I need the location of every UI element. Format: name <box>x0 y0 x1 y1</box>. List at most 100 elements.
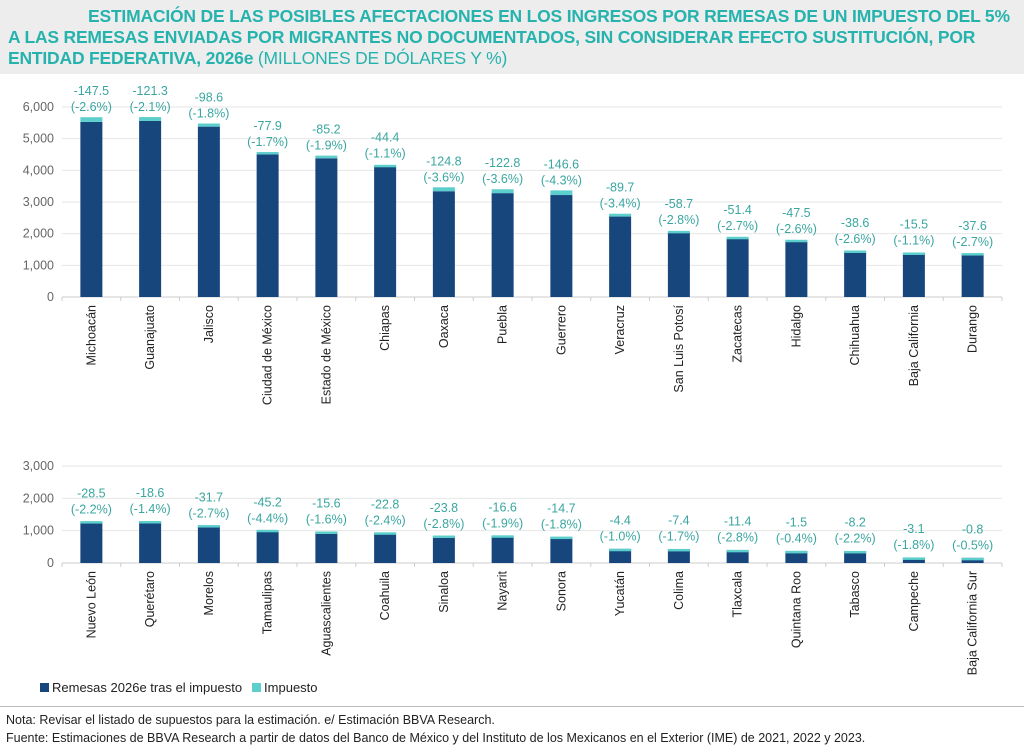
legend-label-remesas: Remesas 2026e tras el impuesto <box>52 680 243 695</box>
bar-remesas <box>550 537 573 563</box>
bar-impuesto <box>550 536 573 540</box>
data-label-percent: (-2.8%) <box>658 213 699 227</box>
x-category-label: Chihuahua <box>848 305 862 366</box>
data-label-percent: (-0.4%) <box>776 531 817 545</box>
x-category-label: Durango <box>966 305 980 353</box>
x-category-label: Tabasco <box>848 571 862 618</box>
bar-impuesto <box>139 521 162 524</box>
bar-remesas <box>961 254 984 297</box>
data-label-value: -15.6 <box>312 496 341 510</box>
y-tick-label: 1,000 <box>23 258 54 272</box>
x-category-label: Zacatecas <box>731 305 745 363</box>
bar-impuesto <box>667 230 690 234</box>
legend-item-remesas: Remesas 2026e tras el impuesto <box>40 680 242 695</box>
data-label-percent: (-2.7%) <box>717 219 758 233</box>
data-label-percent: (-1.8%) <box>541 518 582 532</box>
data-label-percent: (-1.8%) <box>893 538 934 552</box>
data-label-percent: (-2.2%) <box>71 503 112 517</box>
data-label-value: -28.5 <box>77 487 106 501</box>
bar-remesas <box>844 251 867 297</box>
bar-remesas <box>80 121 103 297</box>
bar-impuesto <box>315 531 338 534</box>
x-category-label: Campeche <box>907 571 921 631</box>
legend-swatch-remesas <box>40 683 49 692</box>
x-category-label: Sonora <box>554 571 568 611</box>
bar-remesas <box>197 126 220 297</box>
data-label-percent: (-1.1%) <box>893 233 934 247</box>
bar-remesas <box>785 550 808 563</box>
x-category-label: Ciudad de México <box>261 305 275 405</box>
bar-impuesto <box>432 535 455 539</box>
bar-impuesto <box>139 117 162 121</box>
notes: Nota: Revisar el listado de supuestos pa… <box>6 711 865 747</box>
x-category-label: Hidalgo <box>789 305 803 347</box>
bar-remesas <box>374 166 397 297</box>
x-category-label: Querétaro <box>143 571 157 627</box>
bar-remesas <box>844 551 867 563</box>
data-label-value: -3.1 <box>903 522 925 536</box>
charts-svg: 0 1,000 2,000 3,000 4,000 5,000 6,000 -147.5 (-2… <box>23 84 1003 675</box>
data-label-value: -37.6 <box>958 219 987 233</box>
y-tick-label: 5,000 <box>23 132 54 146</box>
data-label-percent: (-2.6%) <box>776 222 817 236</box>
bar-impuesto <box>256 529 279 533</box>
bar-impuesto <box>80 117 103 122</box>
bar-remesas <box>197 526 220 563</box>
bar-impuesto <box>609 548 632 552</box>
data-label-value: -121.3 <box>132 84 167 98</box>
data-label-value: -31.7 <box>195 491 224 505</box>
data-label-value: -44.4 <box>371 131 400 145</box>
y-tick-label: 4,000 <box>23 163 54 177</box>
bar-impuesto <box>902 252 925 255</box>
x-category-label: Oaxaca <box>437 305 451 348</box>
x-category-label: Aguascalientes <box>319 571 333 656</box>
chart-title: ESTIMACIÓN DE LAS POSIBLES AFECTACIONES … <box>8 6 1013 69</box>
data-label-value: -1.5 <box>786 515 808 529</box>
data-label-percent: (-2.8%) <box>423 517 464 531</box>
data-label-percent: (-2.1%) <box>130 100 171 114</box>
bar-remesas <box>80 522 103 563</box>
bar-remesas <box>961 557 984 563</box>
data-label-percent: (-2.7%) <box>188 507 229 521</box>
data-label-percent: (-1.7%) <box>658 530 699 544</box>
bar-impuesto <box>315 155 338 159</box>
data-label-value: -23.8 <box>430 501 459 515</box>
y-tick-label: 0 <box>47 290 54 304</box>
x-category-label: Quintana Roo <box>789 571 803 648</box>
bar-impuesto <box>844 250 867 253</box>
x-category-label: Michoacán <box>84 305 98 365</box>
data-label-value: -58.7 <box>665 197 694 211</box>
bar-remesas <box>667 232 690 297</box>
title-band <box>0 0 1024 74</box>
data-label-value: -122.8 <box>485 156 520 170</box>
bar-impuesto <box>491 189 514 194</box>
bar-remesas <box>139 120 162 297</box>
bar-impuesto <box>609 213 632 217</box>
bar-remesas <box>785 241 808 297</box>
data-label-value: -8.2 <box>844 516 866 530</box>
x-category-label: Estado de México <box>319 305 333 404</box>
bar-impuesto <box>844 550 867 554</box>
data-label-value: -38.6 <box>841 216 870 230</box>
x-category-label: Morelos <box>202 571 216 615</box>
bar-remesas <box>667 549 690 563</box>
data-label-value: -11.4 <box>724 515 752 529</box>
x-category-label: Chiapas <box>378 305 392 351</box>
data-label-percent: (-1.7%) <box>247 135 288 149</box>
bar-impuesto <box>491 535 514 538</box>
bar-remesas <box>902 252 925 297</box>
title-unit: (MILLONES DE DÓLARES Y %) <box>257 48 508 68</box>
y-tick-label: 6,000 <box>23 100 54 114</box>
data-label-value: -98.6 <box>195 91 224 105</box>
data-label-value: -89.7 <box>606 181 635 195</box>
bar-remesas <box>609 548 632 563</box>
data-label-percent: (-1.9%) <box>306 139 347 153</box>
data-label-value: -77.9 <box>253 119 282 133</box>
data-label-value: -45.2 <box>253 496 282 510</box>
bar-remesas <box>609 216 632 297</box>
data-label-percent: (-4.3%) <box>541 173 582 187</box>
data-label-percent: (-2.4%) <box>365 514 406 528</box>
bar-impuesto <box>80 521 103 524</box>
bar-impuesto <box>667 548 690 552</box>
data-label-percent: (-3.6%) <box>482 172 523 186</box>
